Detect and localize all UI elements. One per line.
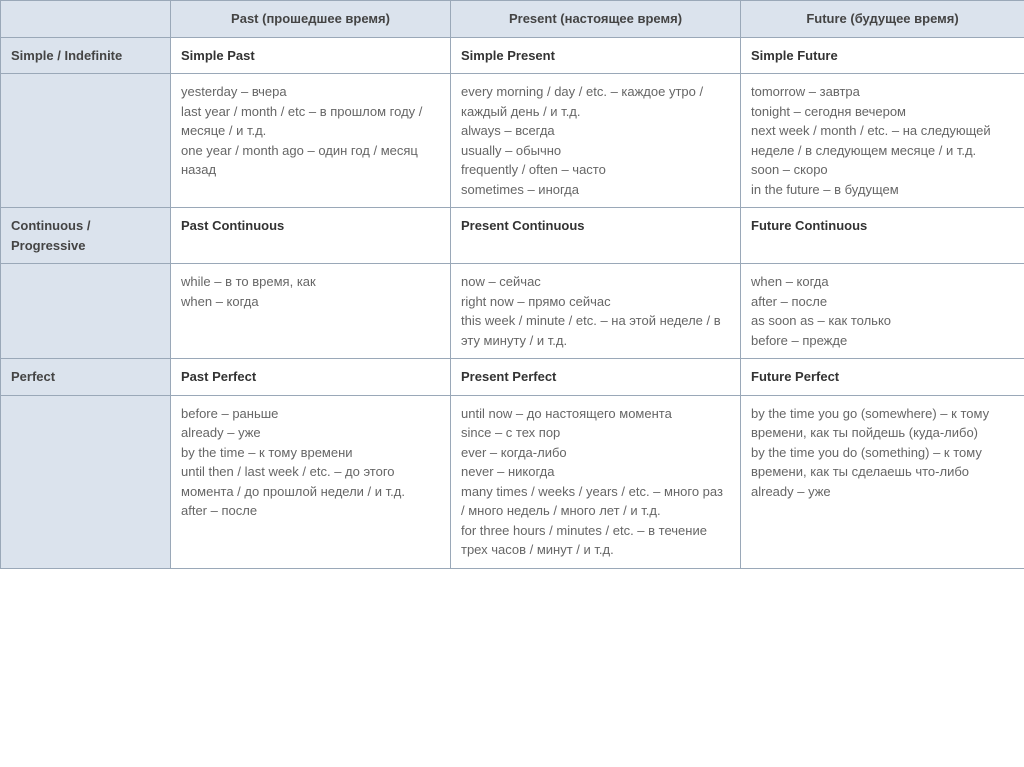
simple-body-row: yesterday – вчераlast year / month / etc… xyxy=(1,74,1024,208)
continuous-title-row: Continuous / Progressive Past Continuous… xyxy=(1,208,1024,264)
perfect-present-title: Present Perfect xyxy=(451,359,741,396)
simple-title-row: Simple / Indefinite Simple Past Simple P… xyxy=(1,37,1024,74)
row-label-simple-body xyxy=(1,74,171,208)
header-row: Past (прошедшее время) Present (настояще… xyxy=(1,1,1024,38)
simple-present-title: Simple Present xyxy=(451,37,741,74)
header-future: Future (будущее время) xyxy=(741,1,1024,38)
simple-past-title: Simple Past xyxy=(171,37,451,74)
row-label-continuous-body xyxy=(1,264,171,359)
perfect-present-body: until now – до настоящего моментаsince –… xyxy=(451,395,741,568)
perfect-title-row: Perfect Past Perfect Present Perfect Fut… xyxy=(1,359,1024,396)
row-label-perfect-body xyxy=(1,395,171,568)
continuous-past-title: Past Continuous xyxy=(171,208,451,264)
continuous-present-title: Present Continuous xyxy=(451,208,741,264)
perfect-body-row: before – раньшеalready – ужеby the time … xyxy=(1,395,1024,568)
simple-future-title: Simple Future xyxy=(741,37,1024,74)
header-present: Present (настоящее время) xyxy=(451,1,741,38)
header-past: Past (прошедшее время) xyxy=(171,1,451,38)
continuous-past-body: while – в то время, какwhen – когда xyxy=(171,264,451,359)
continuous-future-body: when – когдаafter – послеas soon as – ка… xyxy=(741,264,1024,359)
continuous-future-title: Future Continuous xyxy=(741,208,1024,264)
row-label-perfect: Perfect xyxy=(1,359,171,396)
continuous-body-row: while – в то время, какwhen – когда now … xyxy=(1,264,1024,359)
perfect-future-title: Future Perfect xyxy=(741,359,1024,396)
header-blank xyxy=(1,1,171,38)
perfect-future-body: by the time you go (somewhere) – к тому … xyxy=(741,395,1024,568)
row-label-simple: Simple / Indefinite xyxy=(1,37,171,74)
simple-future-body: tomorrow – завтраtonight – сегодня вечер… xyxy=(741,74,1024,208)
simple-present-body: every morning / day / etc. – каждое утро… xyxy=(451,74,741,208)
perfect-past-title: Past Perfect xyxy=(171,359,451,396)
row-label-continuous: Continuous / Progressive xyxy=(1,208,171,264)
continuous-present-body: now – сейчасright now – прямо сейчасthis… xyxy=(451,264,741,359)
tenses-table: Past (прошедшее время) Present (настояще… xyxy=(0,0,1024,569)
perfect-past-body: before – раньшеalready – ужеby the time … xyxy=(171,395,451,568)
simple-past-body: yesterday – вчераlast year / month / etc… xyxy=(171,74,451,208)
